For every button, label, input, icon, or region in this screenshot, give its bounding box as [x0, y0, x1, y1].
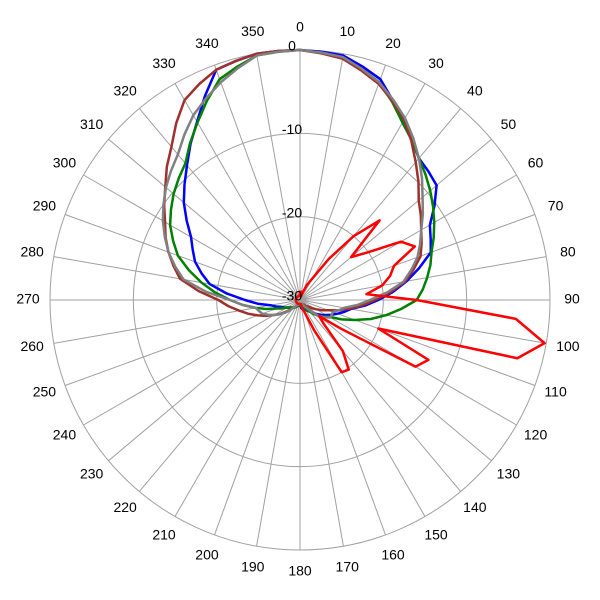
angle-label: 50: [501, 116, 517, 132]
angle-label: 70: [548, 198, 564, 214]
spoke: [256, 53, 301, 301]
spoke: [299, 299, 547, 344]
angle-label: 280: [20, 243, 44, 259]
angle-label: 130: [497, 466, 521, 482]
spoke: [299, 299, 426, 517]
angle-label: 240: [53, 427, 77, 443]
plot-area: [161, 48, 546, 374]
angle-label: 320: [113, 82, 137, 98]
angle-label: 110: [544, 384, 567, 400]
angle-label: 120: [524, 427, 548, 443]
spoke: [299, 108, 462, 301]
spoke: [108, 299, 301, 462]
angle-label: 260: [20, 338, 44, 354]
spoke: [64, 299, 301, 386]
angle-label: 190: [241, 559, 265, 575]
angle-label: 30: [428, 55, 444, 71]
angle-label: 330: [152, 55, 176, 71]
angle-label: 150: [424, 526, 448, 542]
spoke: [256, 299, 301, 547]
spoke: [83, 299, 301, 426]
spoke: [299, 138, 492, 301]
angle-label: 100: [556, 338, 580, 354]
spoke: [299, 299, 386, 536]
spoke: [108, 138, 301, 301]
angle-label: 300: [53, 155, 77, 171]
series-line: [294, 219, 546, 374]
spoke: [299, 64, 386, 301]
grid-circle: [132, 132, 468, 468]
spoke: [174, 299, 301, 517]
angle-label: 200: [195, 546, 219, 562]
angle-label: 40: [467, 82, 483, 98]
angle-label: 160: [381, 546, 405, 562]
spoke: [53, 256, 301, 301]
spoke: [299, 299, 492, 462]
radial-tick-label: 0: [288, 38, 296, 54]
spoke: [299, 256, 547, 301]
angle-label: 140: [463, 499, 487, 515]
angle-label: 90: [564, 291, 580, 307]
angle-label: 210: [152, 526, 176, 542]
radial-tick-label: -30: [282, 288, 302, 304]
angle-label: 350: [241, 23, 265, 39]
spoke: [299, 174, 517, 301]
angle-label: 270: [16, 291, 40, 307]
radial-tick-label: -20: [282, 204, 302, 220]
spoke: [64, 214, 301, 301]
spoke: [138, 299, 301, 492]
angle-label: 170: [336, 559, 360, 575]
labels: 0 10 20 30 40 50 60 70 80 90 100 110 120 130 140 150 160…: [16, 19, 580, 579]
angle-label: 60: [528, 155, 544, 171]
angle-label: 180: [288, 563, 312, 579]
angle-label: 10: [339, 23, 355, 39]
spoke: [214, 64, 301, 301]
spoke: [299, 53, 344, 301]
angle-label: 230: [80, 466, 104, 482]
spoke: [299, 299, 344, 547]
spoke: [299, 299, 462, 492]
angle-label: 220: [113, 499, 137, 515]
spoke: [214, 299, 301, 536]
angle-label: 310: [80, 116, 104, 132]
series-line: [168, 48, 436, 322]
spoke: [174, 83, 301, 301]
angle-label: 20: [385, 35, 401, 51]
angle-label: 80: [560, 243, 576, 259]
angle-label: 250: [33, 384, 57, 400]
radial-tick-label: -10: [282, 121, 302, 137]
angle-label: 340: [195, 35, 219, 51]
angle-label: 290: [33, 198, 57, 214]
angle-label: 0: [296, 19, 304, 35]
spoke: [138, 108, 301, 301]
